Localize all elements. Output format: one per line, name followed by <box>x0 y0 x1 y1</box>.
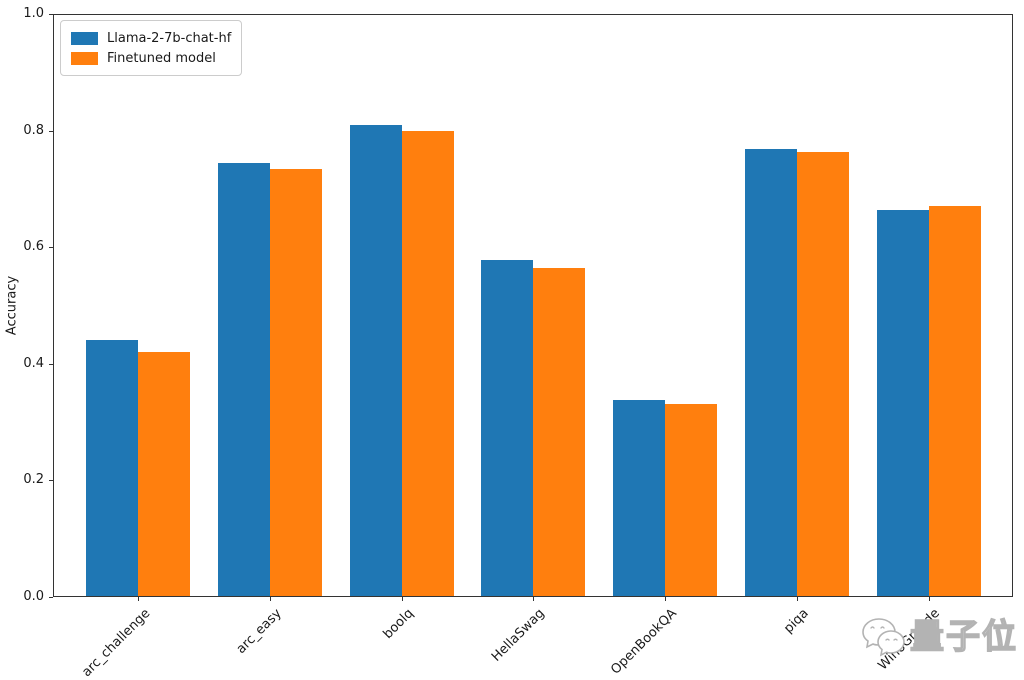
bar-piqa-base <box>744 149 797 597</box>
y-tick-mark <box>49 363 53 365</box>
qbitai-chat-bubbles-logo <box>862 618 905 657</box>
x-tick-mark <box>796 597 798 601</box>
y-tick-mark <box>49 480 53 482</box>
x-tick-mark <box>270 597 271 601</box>
bar-boolq-finetuned <box>401 131 454 597</box>
bar-arc_easy-finetuned <box>270 169 322 597</box>
x-tick-mark <box>665 597 667 601</box>
bar-piqa-finetuned <box>796 151 849 597</box>
y-tick-label: 1.0 <box>23 6 44 21</box>
legend-item-finetuned: Finetuned model <box>71 48 231 68</box>
x-tick-mark <box>138 597 140 601</box>
y-tick-label: 0.8 <box>23 122 44 138</box>
bar-OpenBookQA-base <box>613 399 666 597</box>
x-tick-mark <box>928 597 930 601</box>
y-tick-mark <box>49 130 53 132</box>
bar-WinoGrande-finetuned <box>928 206 981 597</box>
watermark-text: 量子位 <box>909 616 1018 657</box>
legend-item-llama: Llama-2-7b-chat-hf <box>71 28 231 48</box>
bar-WinoGrande-base <box>876 209 929 597</box>
bar-arc_challenge-finetuned <box>138 352 191 597</box>
bar-arc_easy-base <box>218 163 270 597</box>
y-tick-label: 0.6 <box>23 239 44 255</box>
y-tick-mark <box>49 247 53 249</box>
y-tick-label: 0.4 <box>23 355 44 371</box>
x-tick-mark <box>401 597 403 601</box>
legend-label: Finetuned model <box>107 50 216 66</box>
watermark: 量子位 <box>858 604 1024 670</box>
legend-swatch-orange <box>71 51 98 65</box>
bar-HellaSwag-base <box>481 260 534 597</box>
bar-HellaSwag-finetuned <box>533 268 586 597</box>
legend-label: Llama-2-7b-chat-hf <box>107 30 232 46</box>
y-axis-label: Accuracy <box>4 275 20 336</box>
legend: Llama-2-7b-chat-hf Finetuned model <box>60 20 243 76</box>
bar-boolq-base <box>349 124 402 597</box>
y-tick-mark <box>49 14 53 15</box>
y-tick-mark <box>49 597 53 598</box>
bar-OpenBookQA-finetuned <box>665 404 718 597</box>
y-tick-label: 0.2 <box>23 472 44 488</box>
legend-swatch-blue <box>71 31 98 45</box>
x-tick-mark <box>533 597 535 601</box>
bar-arc_challenge-base <box>86 339 139 597</box>
y-tick-label: 0.0 <box>23 589 44 604</box>
